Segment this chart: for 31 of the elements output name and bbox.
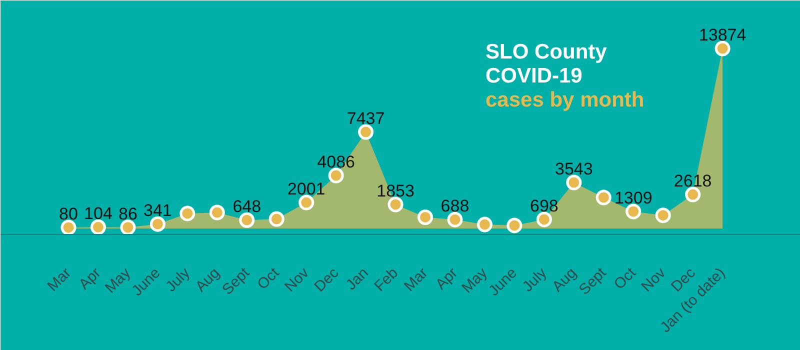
data-label: 13874 [698, 26, 746, 44]
x-tick-label: Apr [76, 264, 104, 294]
data-label: 341 [144, 201, 172, 220]
x-tick-label: Aug [192, 264, 224, 296]
x-tick-label: Oct [254, 264, 284, 294]
x-tick-label: Aug [549, 264, 580, 296]
data-label: 104 [84, 204, 112, 224]
x-tick-label: Nov [281, 264, 313, 296]
x-tick-label: Dec [311, 264, 342, 296]
data-label: 688 [440, 196, 470, 216]
data-label: 1309 [614, 188, 652, 208]
data-label: 2001 [287, 180, 326, 199]
x-tick-label: Oct [610, 264, 640, 294]
chart-title: SLO County COVID-19 [486, 40, 608, 88]
x-tick-label: Jan [342, 264, 372, 294]
data-label: 648 [232, 197, 262, 216]
x-tick-label: May [458, 264, 492, 297]
data-label: 698 [530, 196, 558, 216]
x-tick-label: Mar [44, 264, 75, 295]
data-label: 86 [118, 204, 138, 224]
data-label: 7437 [346, 109, 385, 128]
x-tick-label: May [102, 264, 134, 297]
x-tick-label: July [519, 264, 551, 296]
x-tick-label: Apr [432, 264, 462, 294]
text: cases by month [486, 88, 644, 112]
data-label: 80 [59, 204, 78, 224]
data-label: 3543 [555, 160, 593, 179]
x-tick-label: Feb [371, 264, 402, 295]
x-tick-label: Nov [638, 264, 670, 296]
x-tick-label: July [162, 264, 194, 296]
x-tick-label: Mar [400, 264, 432, 295]
